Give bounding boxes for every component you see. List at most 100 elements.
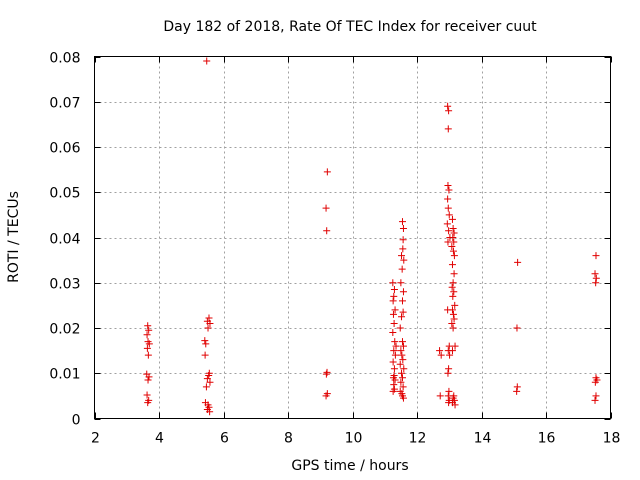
- data-point: [449, 324, 457, 332]
- data-point: [398, 265, 406, 273]
- data-point: [449, 310, 457, 318]
- data-point: [445, 365, 453, 373]
- data-point: [396, 324, 404, 332]
- data-point: [391, 306, 399, 314]
- data-point: [143, 391, 151, 399]
- data-point: [389, 387, 397, 395]
- y-tick-label: 0.03: [49, 277, 80, 293]
- data-point: [399, 288, 407, 296]
- data-point: [398, 218, 406, 226]
- grid: [94, 56, 611, 419]
- data-point: [399, 394, 407, 402]
- data-point: [390, 319, 398, 327]
- data-point: [514, 258, 522, 266]
- data-point: [448, 215, 456, 223]
- y-tick-label: 0.08: [49, 51, 80, 67]
- data-point: [390, 381, 398, 389]
- data-point: [398, 338, 406, 346]
- x-tick-label: 18: [603, 431, 621, 447]
- data-point: [399, 356, 407, 364]
- data-point: [591, 270, 599, 278]
- data-point: [202, 340, 210, 348]
- data-point: [398, 252, 406, 260]
- data-point: [443, 220, 451, 228]
- data-point: [444, 369, 452, 377]
- data-point: [390, 365, 398, 373]
- x-tick-label: 16: [538, 431, 556, 447]
- data-point: [143, 331, 151, 339]
- tick-labels: 2 4 6 8 10 12 14 16 18 0 0.01 0.02 0.03 0.04 0.05 0.06 0…: [49, 51, 620, 447]
- data-point: [513, 324, 521, 332]
- data-point: [448, 283, 456, 291]
- data-point: [400, 365, 408, 373]
- data-point: [397, 378, 405, 386]
- data-point: [206, 319, 214, 327]
- data-point: [451, 301, 459, 309]
- x-tick-label: 12: [409, 431, 427, 447]
- data-point: [145, 373, 153, 381]
- data-point: [444, 204, 452, 212]
- data-point: [592, 392, 600, 400]
- data-point: [390, 286, 398, 294]
- x-tick-label: 14: [474, 431, 492, 447]
- data-point: [445, 211, 453, 219]
- data-point: [592, 279, 600, 287]
- data-point: [322, 392, 330, 400]
- data-point: [436, 347, 444, 355]
- data-point: [145, 340, 153, 348]
- data-point: [323, 227, 331, 235]
- data-point: [446, 351, 454, 359]
- data-point: [451, 342, 459, 350]
- y-tick-label: 0.07: [49, 96, 80, 112]
- y-tick-label: 0.04: [49, 232, 80, 248]
- x-tick-label: 10: [345, 431, 363, 447]
- data-point: [396, 360, 404, 368]
- data-point: [444, 195, 452, 203]
- data-point: [399, 308, 407, 316]
- data-point: [448, 306, 456, 314]
- x-axis-label: GPS time / hours: [291, 458, 408, 474]
- data-point: [203, 375, 211, 383]
- data-points: [143, 57, 601, 416]
- data-point: [201, 351, 209, 359]
- data-point: [399, 236, 407, 244]
- data-point: [449, 234, 457, 241]
- data-point: [389, 297, 397, 305]
- data-point: [397, 279, 405, 287]
- data-point: [389, 329, 397, 337]
- data-point: [390, 347, 398, 355]
- data-point: [592, 274, 600, 282]
- data-point: [449, 292, 457, 300]
- plot-frame: [94, 56, 611, 419]
- data-point: [400, 256, 408, 264]
- data-point: [591, 378, 599, 386]
- data-point: [398, 313, 406, 321]
- data-point: [391, 376, 399, 384]
- data-point: [143, 344, 151, 352]
- y-tick-label: 0.01: [49, 367, 80, 383]
- data-point: [322, 204, 330, 212]
- data-point: [448, 319, 456, 327]
- data-point: [398, 297, 406, 305]
- data-point: [592, 252, 600, 260]
- x-tick-label: 2: [91, 431, 100, 447]
- data-point: [449, 224, 457, 232]
- data-point: [436, 392, 444, 400]
- y-tick-label: 0.05: [49, 186, 80, 202]
- data-point: [445, 387, 453, 395]
- data-point: [389, 310, 397, 318]
- x-tick-label: 6: [220, 431, 229, 447]
- data-point: [322, 370, 330, 378]
- y-tick-label: 0.02: [49, 322, 80, 338]
- chart-title: Day 182 of 2018, Rate Of TEC Index for r…: [163, 19, 537, 35]
- data-point: [145, 326, 153, 334]
- data-point: [444, 181, 452, 189]
- data-point: [450, 288, 458, 296]
- data-point: [323, 368, 331, 376]
- y-tick-label: 0.06: [49, 141, 80, 157]
- data-point: [397, 347, 405, 355]
- data-point: [445, 186, 453, 194]
- data-point: [204, 324, 212, 332]
- data-point: [450, 229, 458, 237]
